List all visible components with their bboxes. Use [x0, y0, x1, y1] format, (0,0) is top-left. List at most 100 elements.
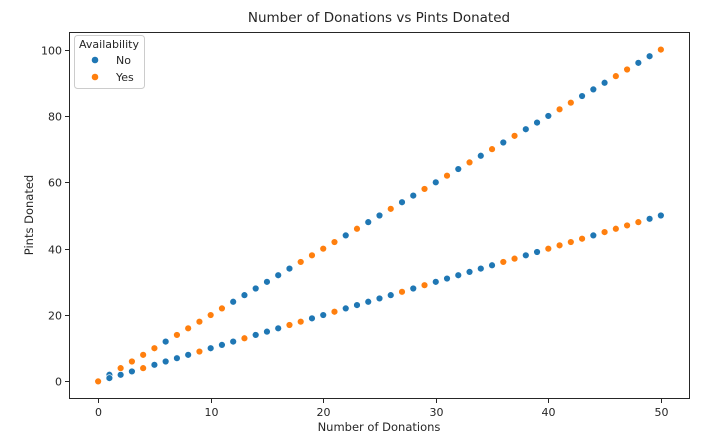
data-point-no [263, 278, 271, 286]
legend-label-no: No [116, 54, 131, 67]
data-point-yes [612, 225, 620, 233]
legend: Availability No Yes [74, 35, 145, 89]
data-point-yes [387, 205, 395, 213]
data-point-no [150, 361, 159, 369]
data-point-no [645, 215, 654, 223]
data-point-yes [578, 235, 586, 243]
data-point-yes [612, 72, 620, 80]
data-point-yes [240, 334, 249, 342]
y-tick-label: 40 [48, 244, 62, 257]
data-point-no [465, 268, 474, 276]
data-point-no [398, 198, 406, 206]
data-point-no [544, 112, 553, 120]
series-yes [94, 45, 665, 386]
data-point-no [443, 274, 451, 283]
data-point-no [533, 248, 541, 256]
data-point-yes [623, 221, 631, 230]
data-point-no [589, 85, 598, 94]
data-point-no [432, 178, 440, 187]
data-point-yes [218, 304, 226, 313]
data-point-yes [94, 377, 102, 386]
data-point-no [173, 354, 181, 362]
data-point-yes [567, 238, 575, 246]
data-point-yes [195, 317, 204, 326]
data-point-yes [184, 324, 192, 333]
data-point-no [488, 261, 496, 269]
data-point-no [454, 165, 462, 173]
x-tick-label: 10 [205, 406, 219, 419]
data-point-no [645, 52, 654, 60]
data-point-no [589, 231, 598, 240]
data-point-yes [353, 225, 361, 233]
chart-title: Number of Donations vs Pints Donated [248, 10, 510, 26]
data-point-yes [195, 347, 204, 356]
data-point-no [105, 374, 114, 382]
data-point-no [409, 191, 417, 200]
data-point-yes [488, 145, 496, 153]
data-point-no [206, 344, 215, 352]
plot-area [94, 45, 665, 386]
data-point-yes [330, 308, 339, 316]
x-tick-label: 30 [430, 406, 444, 419]
data-point-yes [150, 344, 159, 352]
x-tick-label: 20 [317, 406, 331, 419]
data-point-no [533, 118, 541, 127]
data-point-yes [600, 228, 609, 236]
data-point-yes [139, 351, 147, 359]
data-point-no [353, 301, 361, 309]
data-point-yes [634, 218, 643, 226]
y-tick-label: 100 [41, 45, 62, 58]
data-point-no [252, 331, 260, 339]
y-tick-label: 60 [48, 177, 62, 190]
data-point-no [499, 138, 507, 147]
data-point-no [263, 327, 271, 336]
data-point-yes [128, 357, 136, 366]
data-point-yes [297, 258, 305, 266]
data-point-yes [398, 288, 406, 296]
data-point-yes [623, 65, 631, 74]
y-axis-ticks: 0 20 40 60 80 100 [41, 45, 70, 389]
data-point-no [252, 284, 260, 293]
data-point-no [454, 271, 462, 279]
data-point-no [522, 251, 530, 260]
y-axis-label: Pints Donated [22, 175, 36, 255]
data-point-no [375, 211, 384, 220]
data-point-yes [443, 171, 451, 180]
data-point-yes [510, 254, 519, 263]
data-point-yes [499, 258, 507, 266]
data-point-no [600, 79, 609, 87]
data-point-no [319, 311, 327, 319]
data-point-yes [555, 241, 564, 250]
legend-title: Availability [79, 38, 139, 51]
data-point-no [375, 294, 384, 303]
data-point-no [240, 291, 249, 299]
x-axis-ticks: 0 10 20 30 40 50 [95, 398, 669, 419]
data-point-no [387, 291, 395, 299]
data-point-no [184, 351, 192, 359]
data-point-no [128, 367, 136, 376]
data-point-no [409, 284, 417, 293]
legend-marker-yes [91, 73, 99, 81]
legend-label-yes: Yes [115, 71, 134, 84]
data-point-no [477, 264, 485, 273]
data-point-no [161, 337, 170, 346]
y-tick-label: 20 [48, 310, 62, 323]
data-point-no [274, 271, 282, 279]
data-point-yes [465, 158, 474, 167]
data-point-no [342, 304, 350, 313]
data-point-no [578, 92, 586, 100]
data-point-no [432, 278, 440, 286]
axes-frame [69, 32, 690, 399]
data-point-no [116, 371, 125, 379]
data-point-yes [657, 45, 665, 54]
data-point-no [342, 231, 350, 240]
data-point-yes [420, 281, 429, 289]
data-point-yes [544, 244, 553, 253]
data-point-no [218, 341, 226, 349]
data-point-no [285, 264, 294, 273]
data-point-no [274, 324, 282, 333]
data-point-no [229, 298, 237, 306]
data-point-yes [173, 331, 181, 339]
data-point-yes [297, 317, 305, 326]
